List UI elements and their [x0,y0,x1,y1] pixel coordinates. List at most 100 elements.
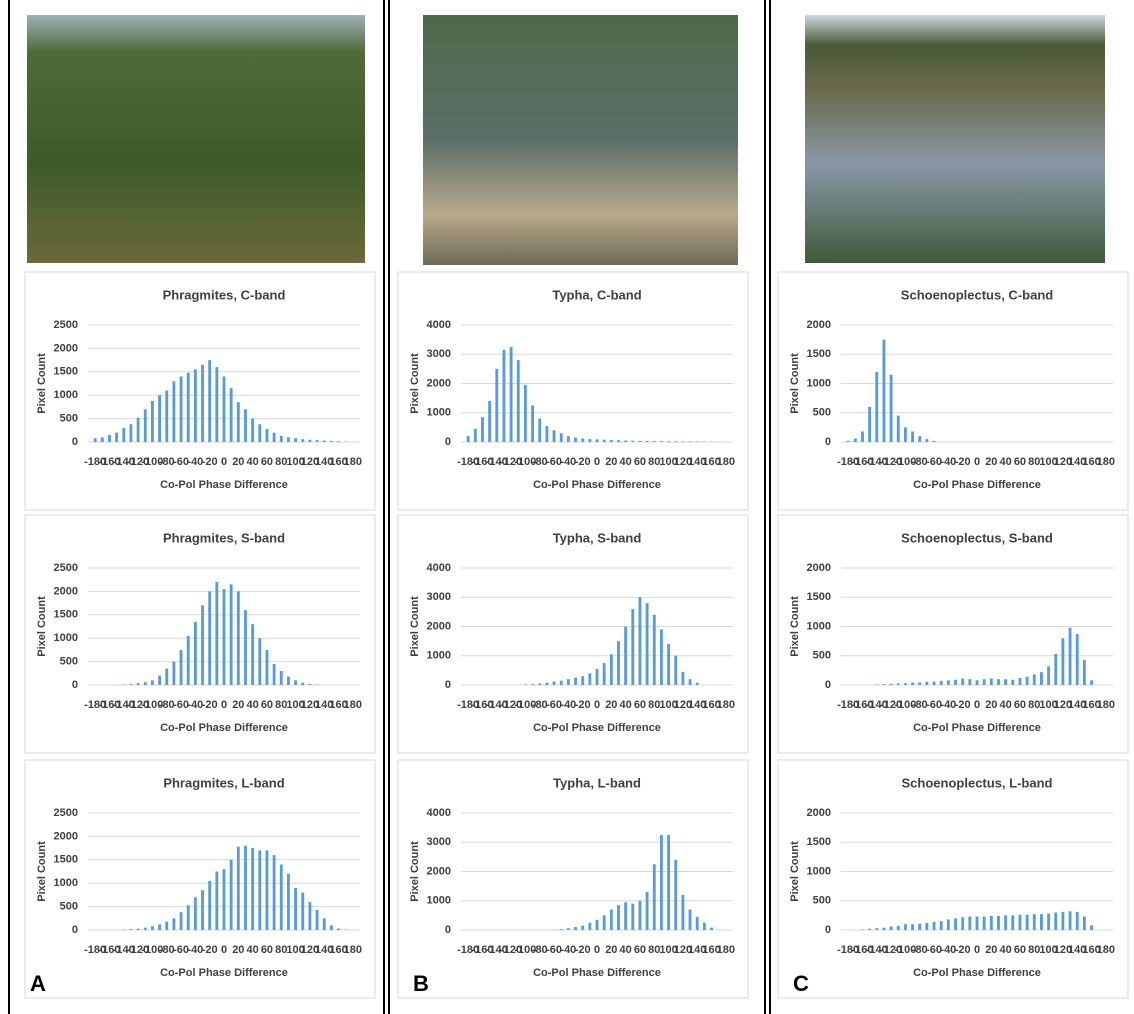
bar [165,391,168,442]
bar [495,369,498,442]
y-tick-label: 4000 [427,562,451,574]
bar [287,677,290,685]
x-tick-label: 60 [261,699,273,711]
bar [208,881,211,930]
y-tick-label: 1500 [54,854,78,866]
bar [560,929,563,930]
bar [897,416,900,442]
y-tick-label: 0 [825,924,831,936]
bar [538,419,541,442]
bar [538,684,541,685]
bar [875,928,878,930]
bar [933,681,936,685]
bar [467,436,470,442]
bar [689,441,692,442]
x-tick-label: -20 [575,944,591,956]
bar [172,918,175,930]
bar [180,650,183,685]
bar [847,441,850,442]
bar [925,682,928,685]
bar [1069,911,1072,930]
y-tick-label: 2500 [54,807,78,819]
bar [266,650,269,685]
bar [897,926,900,930]
bar [639,901,642,930]
bar [911,683,914,685]
bar [144,928,147,930]
bar [330,925,333,930]
bar [581,926,584,930]
bar [681,895,684,930]
bar [237,847,240,930]
bar [130,684,133,685]
bar [610,440,613,442]
y-tick-label: 2000 [427,865,451,877]
bar [187,905,190,930]
bar [316,440,319,442]
x-tick-label: 20 [605,944,617,956]
bar [990,916,993,930]
bar [180,376,183,442]
bar [273,433,276,442]
bar [273,855,276,930]
y-tick-label: 500 [60,656,78,668]
bar [624,902,627,930]
bar [667,441,670,442]
chart-frame [398,515,748,753]
bar [1004,915,1007,930]
bar [301,439,304,442]
x-tick-label: 180 [344,699,362,711]
bar [639,597,642,685]
bar [531,405,534,442]
bar [1019,915,1022,930]
bar [933,922,936,930]
bar [237,402,240,442]
bar [215,367,218,442]
chart-title: Phragmites, S-band [163,530,285,545]
bar [631,609,634,685]
x-tick-label: 180 [344,456,362,468]
bar [280,864,283,930]
x-tick-label: 60 [634,699,646,711]
x-tick-label: 180 [717,944,735,956]
x-tick-label: 60 [1014,456,1026,468]
bar [151,680,154,685]
bar [674,860,677,930]
y-axis-title: Pixel Count [36,353,48,414]
x-tick-label: 0 [974,456,980,468]
bar [294,438,297,442]
bar [481,417,484,442]
chart-title: Typha, C-band [552,287,641,302]
bar [588,923,591,930]
chart-frame [398,760,748,998]
bar [337,929,340,930]
bar [337,441,340,442]
bar [1047,914,1050,930]
bar [517,360,520,442]
bar [574,678,577,685]
bar [301,893,304,930]
x-tick-label: 0 [221,699,227,711]
y-tick-label: 4000 [427,319,451,331]
bar [674,656,677,685]
bar [1090,680,1093,685]
bar [588,439,591,442]
x-axis-title: Co-Pol Phase Difference [913,479,1041,491]
chart-title: Schoenoplectus, C-band [901,287,1053,302]
bar [667,835,670,930]
bar [223,869,226,930]
bar [1011,915,1014,930]
bar [617,440,620,442]
y-tick-label: 0 [445,924,451,936]
bar [617,641,620,685]
panel-label: C [793,971,809,996]
y-tick-label: 1000 [807,620,831,632]
bar [990,679,993,685]
bar [596,669,599,685]
bar [703,923,706,930]
bar [681,672,684,685]
x-tick-label: 40 [620,456,632,468]
bar [244,846,247,930]
y-tick-label: 1000 [54,632,78,644]
bar [925,923,928,930]
